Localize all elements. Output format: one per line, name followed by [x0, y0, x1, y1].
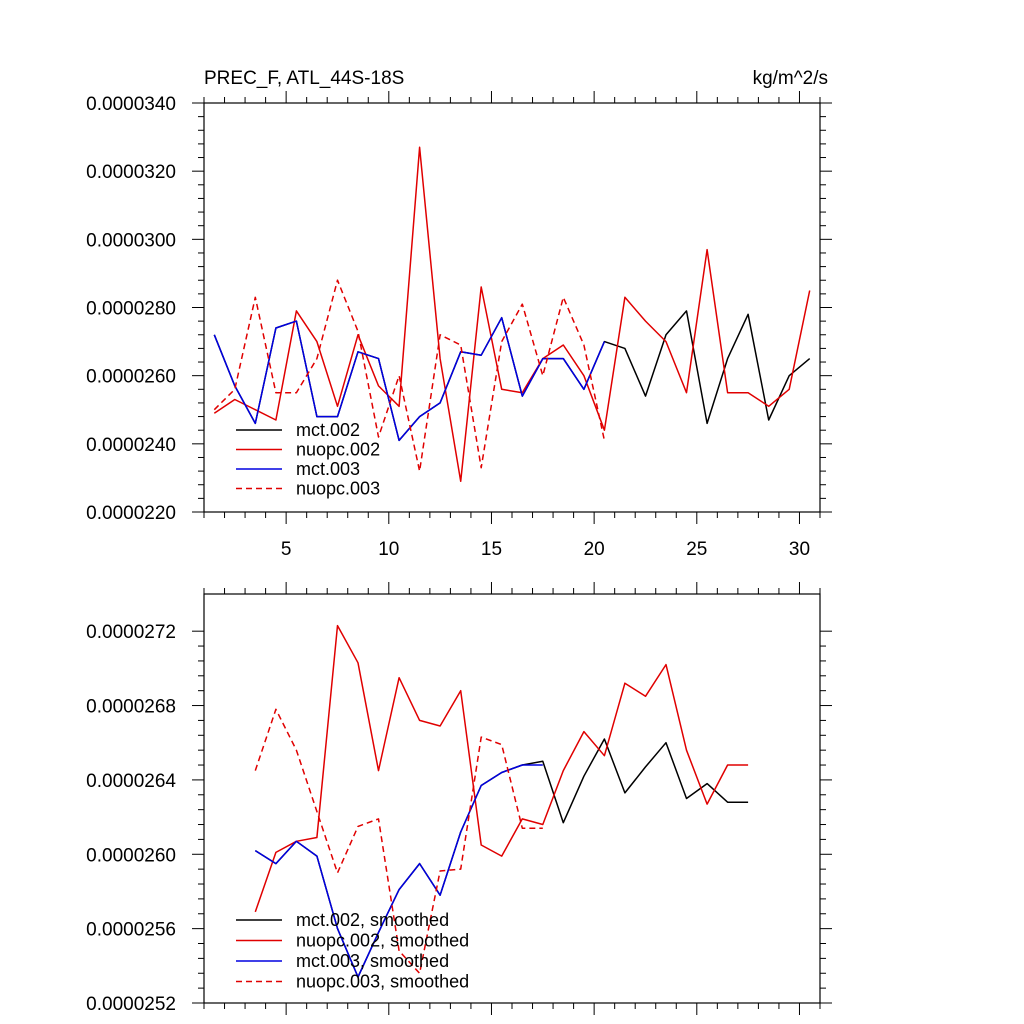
y-tick-label: 0.0000280 — [86, 299, 176, 320]
units-label: kg/m^2/s — [753, 68, 828, 89]
x-tick-label: 30 — [789, 539, 810, 560]
bottom-axes: 0.0000252 0.0000256 0.0000260 0.0000264 0.00… — [86, 582, 832, 1015]
series-line-1 — [213, 146, 811, 483]
y-tick-label: 0.0000260 — [86, 367, 176, 388]
y-tick-label: 0.0000260 — [86, 845, 176, 866]
y-tick-label: 0.0000272 — [86, 622, 176, 643]
y-tick-label: 0.0000340 — [86, 94, 176, 115]
y-tick-label: 0.0000220 — [86, 503, 176, 524]
top-panel: PREC_F, ATL_44S-18S kg/m^2/s 5 10 15 20 25 30… — [86, 68, 832, 560]
legend-label: mct.002 — [296, 420, 360, 440]
y-tick-label: 0.0000268 — [86, 697, 176, 718]
legend-label: nuopc.002, smoothed — [296, 931, 469, 951]
x-tick-label: 25 — [686, 539, 707, 560]
series-line-2 — [254, 764, 543, 978]
x-tick-label: 20 — [584, 539, 605, 560]
x-tick-label: 10 — [378, 539, 399, 560]
legend-label: nuopc.002 — [296, 440, 380, 460]
series-line-3 — [213, 279, 606, 472]
x-tick-label: 15 — [481, 539, 502, 560]
legend-label: mct.002, smoothed — [296, 910, 449, 930]
bottom-panel: 0.0000252 0.0000256 0.0000260 0.0000264 0.00… — [86, 582, 832, 1015]
legend-label: mct.003, smoothed — [296, 951, 449, 971]
y-tick-label: 0.0000264 — [86, 771, 176, 792]
y-tick-label: 0.0000256 — [86, 920, 176, 941]
chart-title: PREC_F, ATL_44S-18S — [204, 68, 404, 89]
y-tick-label: 0.0000252 — [86, 994, 176, 1015]
x-tick-label: 5 — [281, 539, 292, 560]
bottom-series-lines — [254, 624, 749, 978]
y-tick-label: 0.0000240 — [86, 435, 176, 456]
top-series-lines — [213, 146, 811, 483]
series-line-1 — [254, 624, 749, 913]
series-line-2 — [213, 316, 606, 442]
series-line-3 — [254, 708, 543, 975]
y-tick-label: 0.0000320 — [86, 162, 176, 183]
legend-label: nuopc.003 — [296, 479, 380, 499]
y-tick-label: 0.0000300 — [86, 230, 176, 251]
legend-label: mct.003 — [296, 459, 360, 479]
legend-label: nuopc.003, smoothed — [296, 972, 469, 992]
top-axes: 5 10 15 20 25 30 0.0000220 0.0000240 0.0000260 0.… — [86, 91, 832, 560]
